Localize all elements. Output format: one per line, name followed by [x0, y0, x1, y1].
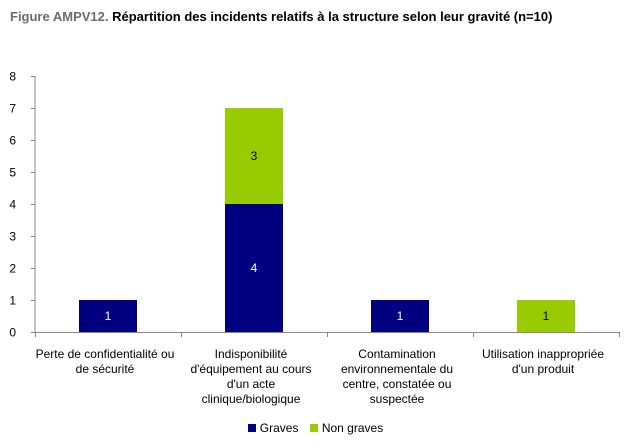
y-tick-label: 6 — [9, 134, 16, 148]
category-label-3: Utilisation inappropriée d'un produit — [481, 347, 605, 376]
y-tick-label: 3 — [9, 230, 16, 244]
y-tick-label: 8 — [9, 70, 16, 84]
category-label-1: Indisponibilité d'équipement au cours d'… — [190, 347, 312, 406]
y-tick-label: 5 — [9, 166, 16, 180]
y-tick-label: 2 — [9, 262, 16, 276]
chart-title-prefix: Figure AMPV12. — [10, 9, 109, 24]
category-label-0: Perte de confidentialité ou de sécurité — [35, 347, 175, 376]
legend: Graves Non graves — [0, 421, 631, 435]
data-label: 1 — [543, 309, 550, 323]
data-label: 1 — [397, 309, 404, 323]
y-tick-label: 7 — [9, 102, 16, 116]
bar-graves — [371, 300, 429, 332]
legend-swatch-non-graves — [309, 424, 318, 432]
bar-graves — [225, 204, 283, 332]
y-tick-label: 4 — [9, 198, 16, 212]
y-tick-label: 0 — [9, 326, 16, 340]
bar-non-graves — [225, 108, 283, 204]
data-label: 3 — [251, 149, 258, 163]
y-tick-label: 1 — [9, 294, 16, 308]
legend-swatch-graves — [247, 424, 256, 432]
chart-title: Figure AMPV12. Répartition des incidents… — [10, 9, 552, 24]
category-label-2: Contamination environnementale du centre… — [340, 347, 454, 406]
bar-non-graves — [517, 300, 575, 332]
chart-title-text: Répartition des incidents relatifs à la … — [112, 9, 553, 24]
legend-item-graves: Graves — [247, 421, 299, 435]
legend-label-graves: Graves — [259, 421, 299, 435]
bar-graves — [79, 300, 137, 332]
data-label: 4 — [251, 261, 258, 275]
legend-item-non-graves: Non graves — [309, 421, 384, 435]
legend-label-non-graves: Non graves — [321, 421, 384, 435]
data-label: 1 — [105, 309, 112, 323]
